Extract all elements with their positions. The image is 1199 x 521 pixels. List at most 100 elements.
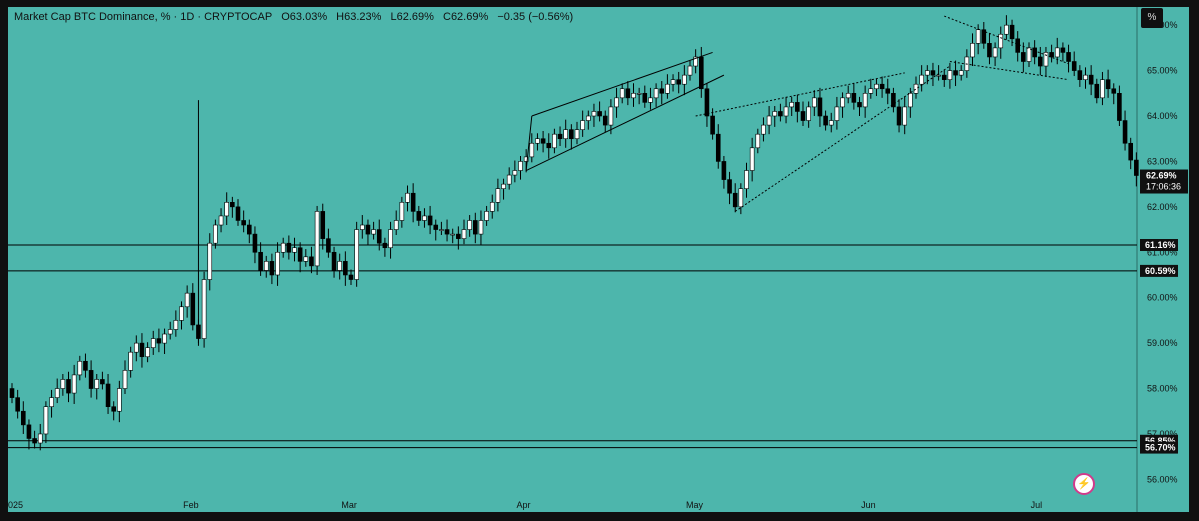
candle-body xyxy=(1054,47,1060,58)
candle-body xyxy=(1043,52,1049,67)
candle-body xyxy=(563,129,569,140)
candle-body xyxy=(653,88,659,99)
close-value: C62.69% xyxy=(443,11,489,23)
candle-body xyxy=(37,433,43,444)
candle-body xyxy=(88,370,94,389)
percent-scale-button[interactable]: % xyxy=(1141,8,1163,28)
candle-body xyxy=(1122,120,1128,144)
candle-body xyxy=(54,388,60,398)
candle-body xyxy=(94,379,100,389)
candle-body xyxy=(574,129,580,140)
candle-body xyxy=(924,70,930,76)
candle-body xyxy=(145,347,150,358)
candle-body xyxy=(738,188,744,208)
price-axis xyxy=(1137,7,1189,512)
level-price-label: 56.70% xyxy=(1145,443,1176,453)
candle-body xyxy=(439,229,444,231)
candle-body xyxy=(184,292,190,308)
candle-body xyxy=(117,388,122,412)
y-tick-label: 58.00% xyxy=(1147,384,1178,394)
candle-body xyxy=(60,379,66,389)
candle-body xyxy=(213,224,218,244)
candle-body xyxy=(173,320,179,330)
candle-body xyxy=(365,224,371,235)
candle-body xyxy=(896,106,902,126)
candle-body xyxy=(489,202,495,212)
candle-body xyxy=(580,120,585,130)
candle-body xyxy=(704,88,710,117)
candle-body xyxy=(749,147,755,171)
open-value: O63.03% xyxy=(281,11,328,23)
y-tick-label: 59.00% xyxy=(1147,338,1178,348)
y-tick-label: 65.00% xyxy=(1147,66,1178,76)
candle-body xyxy=(552,133,557,149)
candle-body xyxy=(150,338,156,348)
candle-body xyxy=(569,129,574,140)
candle-body xyxy=(263,261,269,271)
candle-body xyxy=(591,111,597,117)
candle-body xyxy=(297,247,303,262)
candle-body xyxy=(975,29,981,44)
candle-body xyxy=(806,106,811,121)
x-tick-label: Feb xyxy=(183,500,199,510)
candle-body xyxy=(715,133,721,162)
candle-body xyxy=(422,215,427,221)
level-price-label: 61.16% xyxy=(1145,240,1176,250)
candle-body xyxy=(902,106,908,126)
candle-body xyxy=(721,161,727,180)
level-price-tag xyxy=(1140,441,1178,454)
candle-body xyxy=(602,115,608,126)
candle-body xyxy=(1105,79,1111,90)
candle-body xyxy=(309,256,314,267)
candle-body xyxy=(314,211,320,267)
candle-body xyxy=(179,306,184,321)
candle-body xyxy=(224,202,229,217)
candle-body xyxy=(32,438,37,444)
candle-body xyxy=(292,247,297,253)
candle-body xyxy=(71,374,77,394)
last-price-tag xyxy=(1140,169,1188,194)
candle-body xyxy=(156,338,162,344)
candle-body xyxy=(512,170,518,176)
y-tick-label: 60.00% xyxy=(1147,293,1178,303)
y-tick-label: 56.00% xyxy=(1147,474,1178,484)
candle-body xyxy=(472,220,478,235)
candle-body xyxy=(885,88,891,94)
candle-body xyxy=(241,220,246,226)
candle-body xyxy=(710,115,715,135)
candle-body xyxy=(834,106,840,121)
lightning-icon[interactable]: ⚡ xyxy=(1073,473,1095,495)
candle-body xyxy=(811,97,817,108)
candle-body xyxy=(840,97,845,108)
candle-body xyxy=(879,83,885,90)
candle-body xyxy=(128,351,133,371)
low-value: L62.69% xyxy=(390,11,434,23)
x-tick-label: Apr xyxy=(517,500,531,510)
candle-body xyxy=(1083,74,1088,80)
candle-body xyxy=(698,56,704,90)
candle-body xyxy=(139,342,145,358)
x-tick-label: 025 xyxy=(8,500,23,510)
candle-body xyxy=(1066,52,1071,62)
candle-body xyxy=(399,202,405,221)
candle-body xyxy=(275,251,280,276)
candle-body xyxy=(247,224,252,235)
candle-body xyxy=(20,410,26,426)
x-tick-label: Jul xyxy=(1031,500,1043,510)
candle-body xyxy=(303,256,309,262)
candle-body xyxy=(337,261,343,271)
candle-body xyxy=(908,92,913,108)
candle-body xyxy=(286,242,292,253)
y-tick-label: 64.00% xyxy=(1147,111,1178,121)
triangle-upper-line xyxy=(695,72,905,117)
candle-body xyxy=(857,102,862,108)
candle-body xyxy=(382,242,388,249)
candle-body xyxy=(258,251,263,271)
y-tick-label: 61.00% xyxy=(1147,247,1178,257)
candle-body xyxy=(9,388,15,398)
candle-body xyxy=(1117,92,1122,121)
candle-body xyxy=(529,142,535,158)
candle-body xyxy=(235,206,241,221)
candle-body xyxy=(280,242,286,253)
